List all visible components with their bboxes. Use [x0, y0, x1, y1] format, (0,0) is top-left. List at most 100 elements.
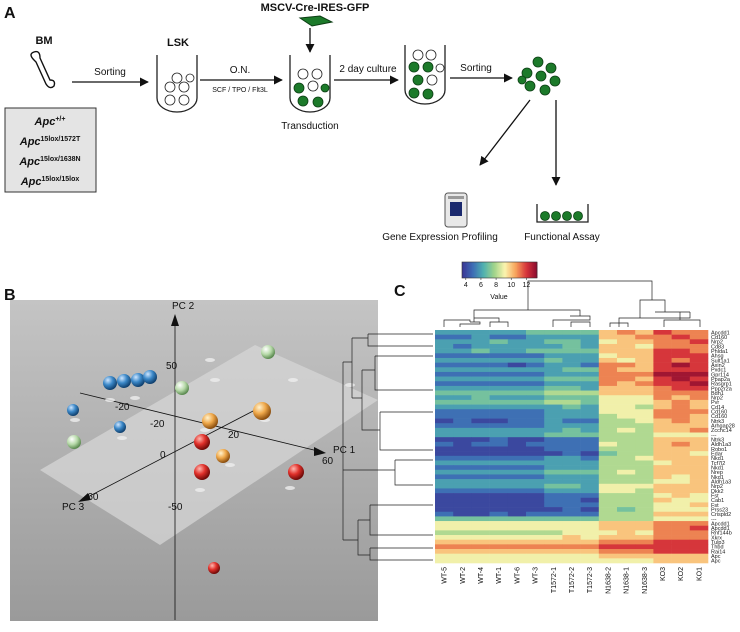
heatmap-cell — [617, 446, 636, 452]
heatmap-cell — [562, 511, 581, 517]
heatmap-cell — [653, 330, 672, 335]
heatmap-cell — [489, 409, 509, 415]
heatmap-cell — [562, 502, 581, 508]
heatmap-cell — [526, 558, 545, 564]
heatmap-cell — [635, 348, 654, 354]
heatmap-cell — [453, 390, 472, 396]
heatmap-cell — [653, 381, 672, 387]
heatmap-cell — [671, 404, 691, 410]
heatmap-cell — [526, 334, 545, 340]
heatmap-cell — [653, 427, 672, 433]
step-label: Sorting — [94, 67, 126, 78]
heatmap-cell — [544, 497, 563, 503]
row-label: Pvr — [711, 400, 719, 406]
heatmap-cell — [671, 441, 691, 447]
heatmap-cell — [598, 427, 618, 433]
heatmap-cell — [507, 441, 527, 447]
genotype: Apc15lox/15lox — [20, 176, 80, 188]
heatmap-cell — [598, 488, 618, 494]
row-label: Nkd1 — [711, 456, 724, 462]
heatmap-cell — [653, 474, 672, 480]
heatmap-cell — [617, 418, 636, 424]
heatmap-cell — [544, 385, 563, 391]
heatmap-cell — [435, 535, 454, 540]
heatmap-cell — [507, 390, 527, 396]
heatmap-cell — [671, 334, 691, 340]
heatmap-cell — [653, 367, 672, 373]
heatmap-cell — [435, 367, 454, 373]
heatmap-cell — [489, 432, 509, 438]
heatmap-cell — [617, 539, 636, 545]
heatmap-cell — [635, 525, 654, 531]
heatmap-cell — [562, 549, 581, 554]
heatmap-cell — [435, 376, 454, 382]
colorbar-step — [494, 262, 497, 278]
row-label: Thbd — [711, 545, 724, 551]
heatmap-cell — [544, 418, 563, 424]
colorbar-step — [495, 262, 498, 278]
heatmap-cell — [471, 348, 490, 354]
row-label: Nrp2 — [711, 484, 723, 490]
heatmap-cell — [598, 362, 618, 368]
heatmap-cell — [671, 339, 691, 345]
row-label: Phlda1 — [711, 349, 728, 355]
heatmap-cell — [617, 437, 636, 443]
colorbar-step — [469, 262, 472, 278]
heatmap-cell — [671, 423, 691, 429]
row-label: Apcdd1 — [711, 526, 730, 532]
heatmap-cell — [689, 418, 709, 424]
heatmap-cell — [507, 334, 527, 340]
heatmap-cell — [653, 390, 672, 396]
tick-label: -60 — [84, 492, 99, 503]
heatmap-cell — [435, 343, 454, 349]
colorbar-step — [509, 262, 512, 278]
heatmap-cell — [489, 446, 509, 452]
heatmap-cell — [489, 530, 509, 536]
heatmap-cell — [653, 348, 672, 354]
heatmap-cell — [471, 502, 490, 508]
heatmap-cell — [598, 409, 618, 415]
heatmap-cell — [489, 395, 509, 401]
heatmap-cell — [489, 441, 509, 447]
heatmap-cell — [598, 353, 618, 359]
heatmap-cell — [671, 553, 691, 559]
heatmap-cell — [598, 511, 618, 517]
heatmap-cell — [635, 371, 654, 377]
heatmap-cell — [507, 558, 527, 564]
heatmap-cell — [453, 549, 472, 554]
heatmap-cell — [580, 455, 600, 461]
heatmap-cell — [453, 483, 472, 489]
heatmap-cell — [526, 413, 545, 419]
row-label: Rnf144b — [711, 531, 732, 537]
heatmap-cell — [562, 469, 581, 475]
heatmap-cell — [562, 357, 581, 363]
row-label: Rasgrp1 — [711, 382, 732, 388]
heatmap-cell — [689, 437, 709, 443]
heatmap-cell — [453, 343, 472, 349]
heatmap-cell — [526, 483, 545, 489]
heatmap-cell — [562, 539, 581, 545]
heatmap-cell — [617, 544, 636, 550]
tick-label: 0 — [160, 450, 166, 461]
heatmap-cell — [453, 441, 472, 447]
heatmap-cell — [617, 549, 636, 554]
heatmap-cell — [544, 437, 563, 443]
row-label: Fst — [711, 493, 719, 499]
heatmap-cell — [507, 474, 527, 480]
colorbar-step — [523, 262, 525, 278]
panel-label: A — [4, 5, 16, 22]
heatmap-cell — [617, 432, 636, 438]
heatmap-cell — [489, 497, 509, 503]
heatmap-cell — [489, 399, 509, 405]
allele: 15lox/15lox — [42, 176, 80, 183]
heatmap-cell — [689, 413, 709, 419]
heatmap-cell — [689, 404, 709, 410]
colorbar-step — [519, 262, 522, 278]
colorbar-step — [477, 262, 479, 278]
heatmap-cell — [453, 330, 472, 335]
heatmap-cell — [598, 339, 618, 345]
heatmap-cell — [526, 469, 545, 475]
heatmap-cell — [580, 493, 600, 499]
heatmap-cell — [453, 469, 472, 475]
heatmap-cell — [689, 553, 709, 559]
